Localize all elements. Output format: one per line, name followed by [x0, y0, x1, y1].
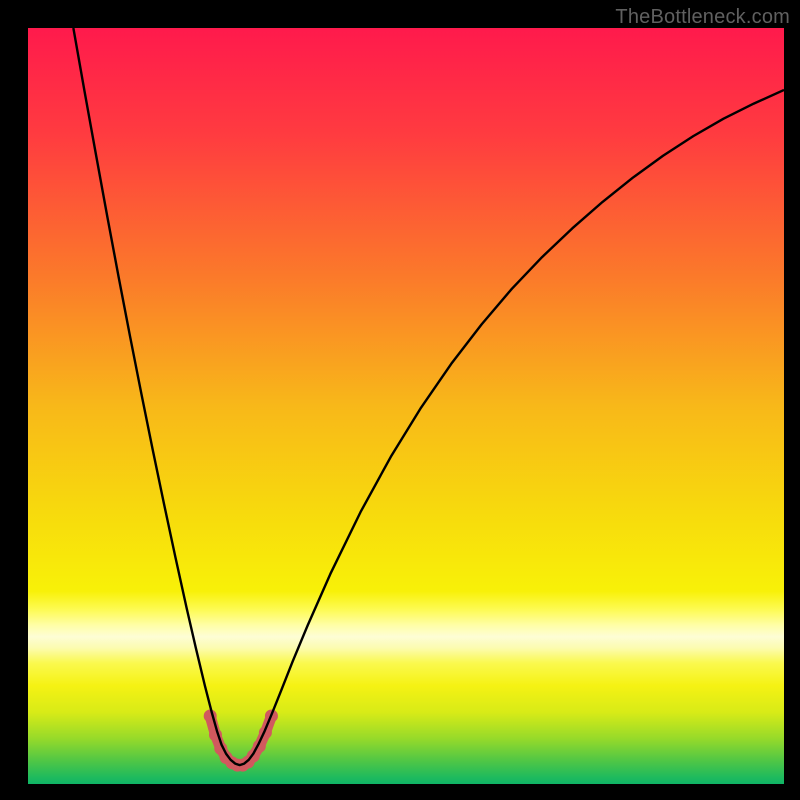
chart-container: TheBottleneck.com	[0, 0, 800, 800]
watermark-text: TheBottleneck.com	[615, 6, 790, 29]
plot-area	[28, 28, 784, 784]
curve-svg	[28, 28, 784, 784]
main-curve	[73, 28, 784, 765]
